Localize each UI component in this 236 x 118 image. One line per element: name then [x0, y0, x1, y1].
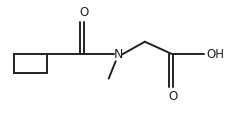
Text: O: O	[80, 6, 89, 19]
Text: O: O	[168, 90, 177, 103]
Text: OH: OH	[207, 48, 225, 61]
Text: N: N	[113, 48, 123, 61]
